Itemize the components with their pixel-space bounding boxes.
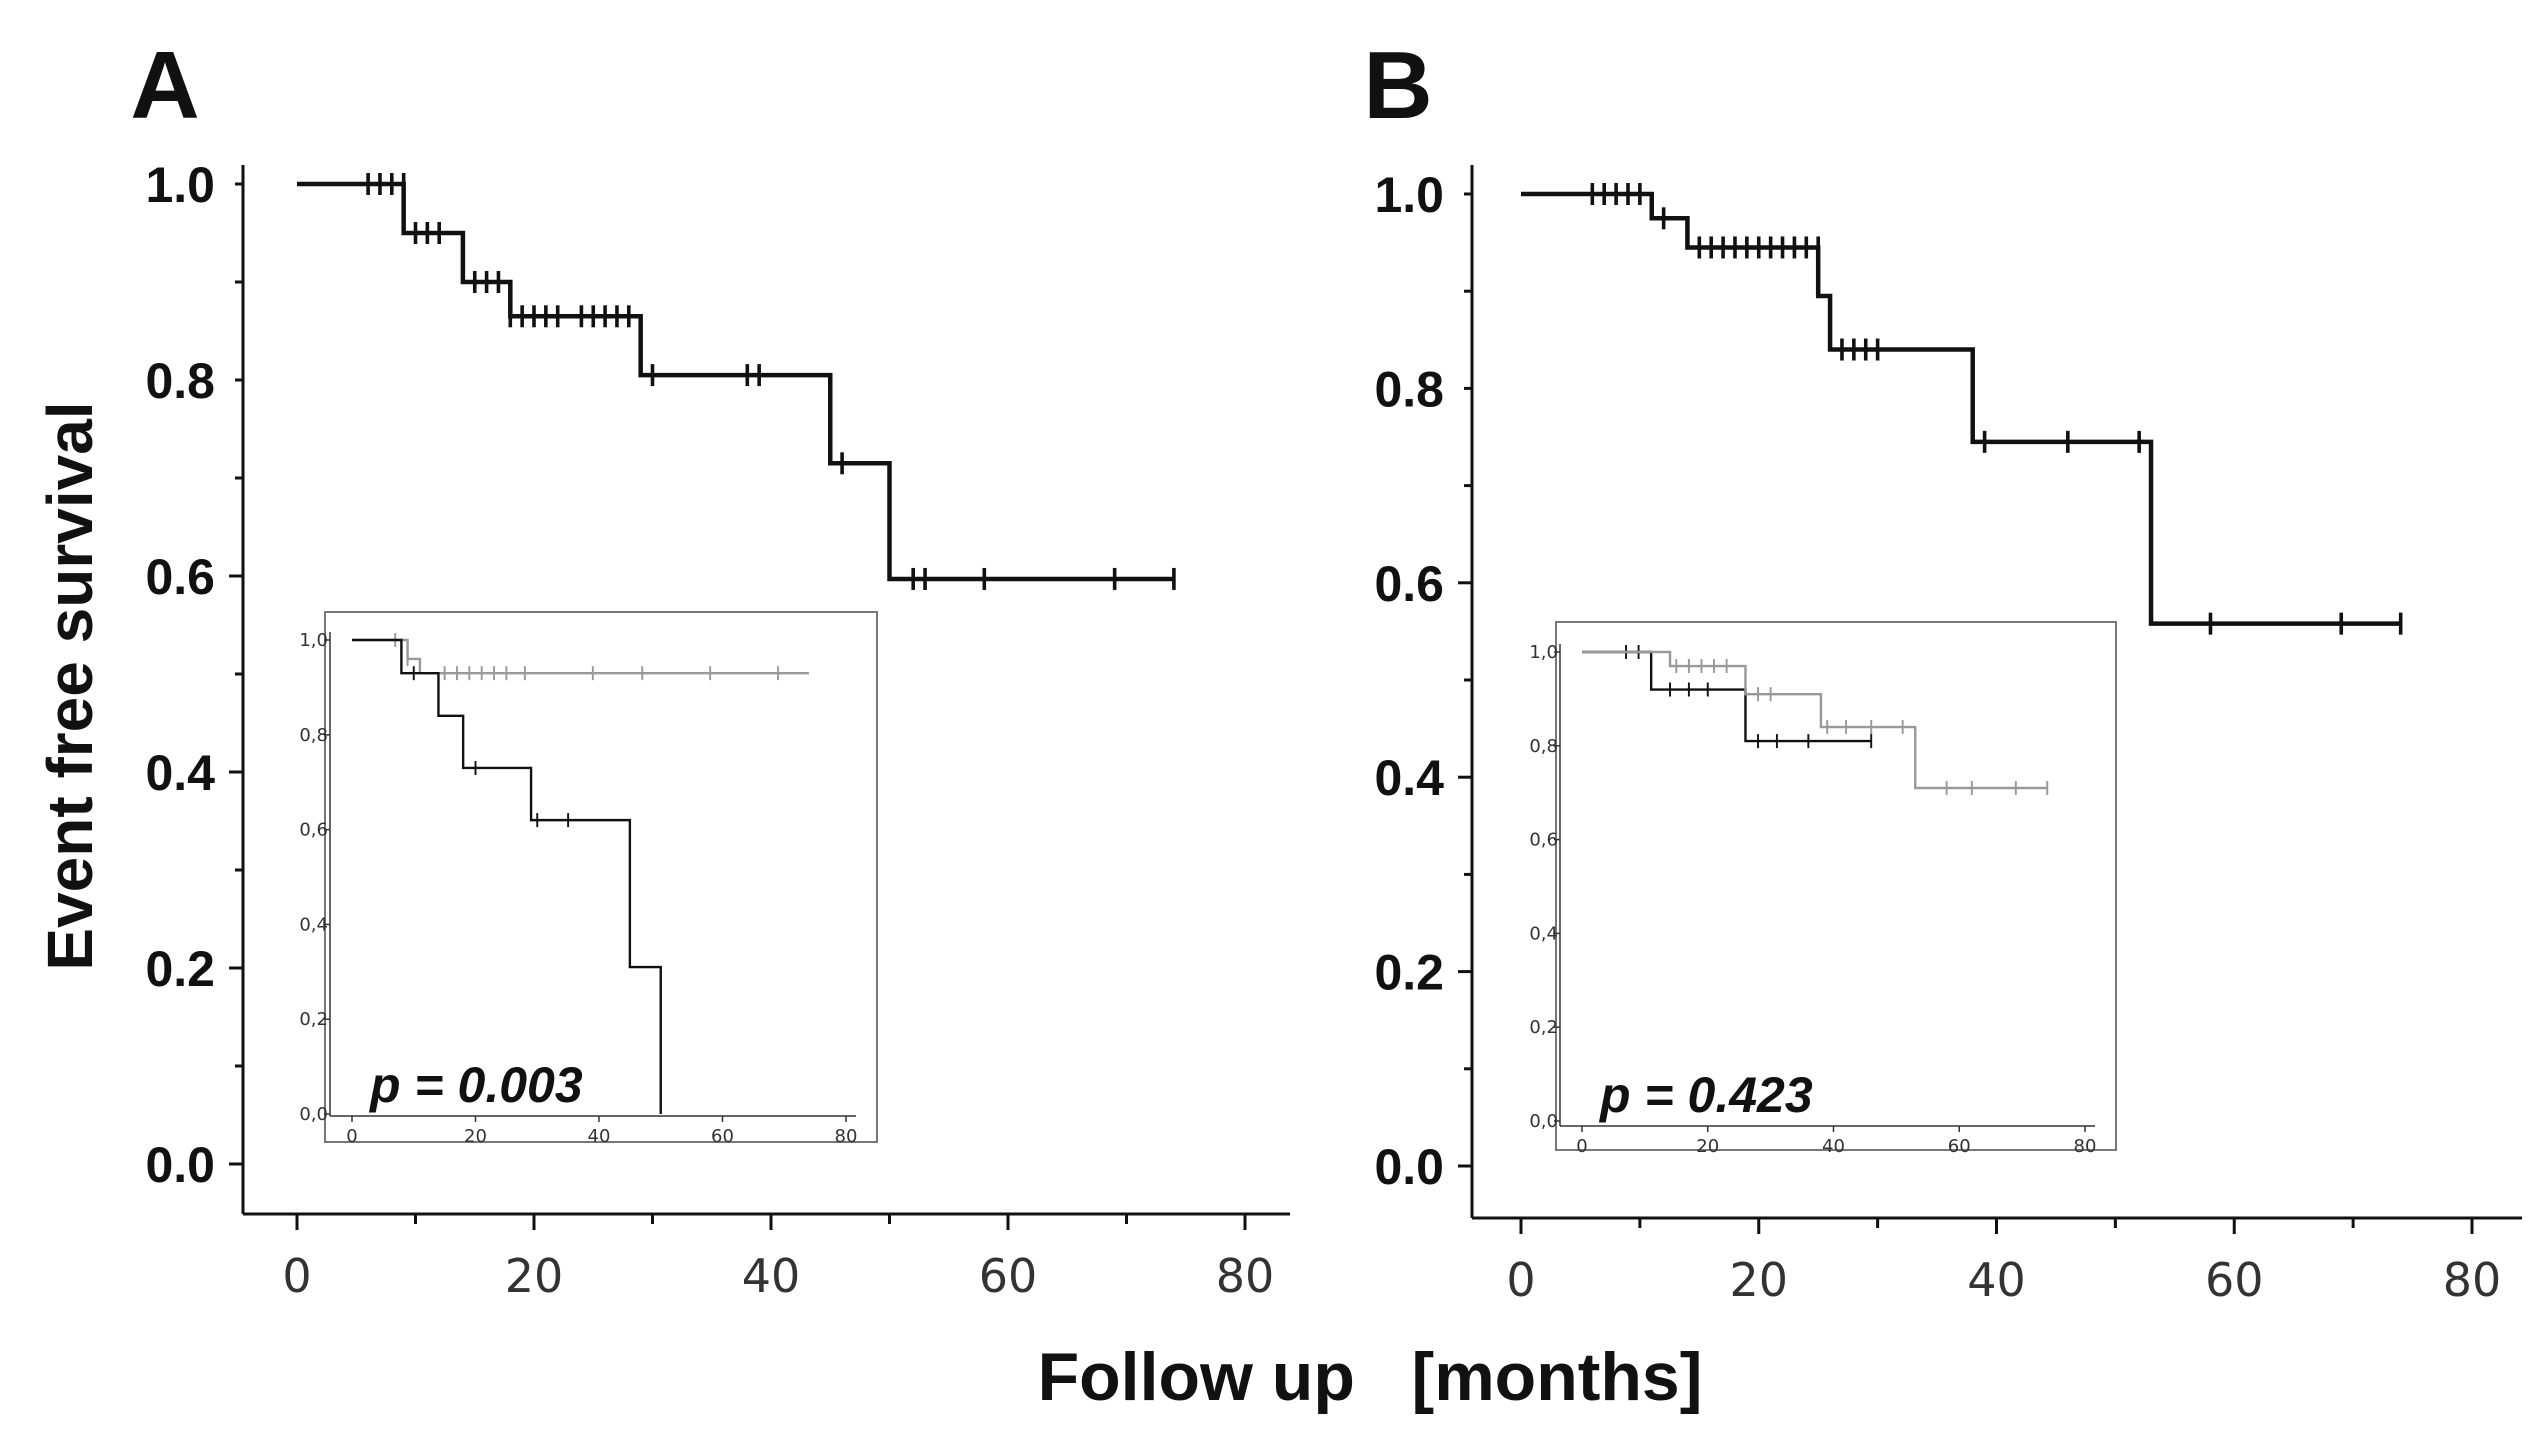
x-tick-label: 80 <box>1216 1249 1275 1303</box>
inset-x-tick-label: 80 <box>835 1126 858 1147</box>
panel-label: A <box>130 32 199 139</box>
inset-x-tick-label: 20 <box>1696 1136 1719 1157</box>
inset-x-tick-label: 0 <box>346 1126 357 1147</box>
p-value-annotation: p = 0.423 <box>1598 1067 1813 1123</box>
panel-a: A 0.0 0.2 0.4 0.6 0.8 1.0 0 20 40 60 80 <box>130 32 1290 1303</box>
km-curve-group-2 <box>352 638 662 1114</box>
panel-b: B 0.0 0.2 0.4 0.6 0.8 1.0 0 20 40 60 80 <box>1363 32 2522 1307</box>
x-tick-label: 20 <box>505 1249 564 1303</box>
y-tick-label: 0.6 <box>1374 556 1444 612</box>
inset-y-tick-label: 0,8 <box>299 725 328 746</box>
y-tick-label: 0.2 <box>145 941 215 997</box>
inset-x-tick-label: 40 <box>588 1126 611 1147</box>
y-tick-label: 0.0 <box>145 1137 215 1193</box>
y-tick-label: 0.4 <box>1374 750 1444 806</box>
x-tick-label: 80 <box>2443 1253 2502 1307</box>
panel-label: B <box>1363 32 1432 139</box>
y-tick-label: 1.0 <box>1374 167 1444 223</box>
inset-y-tick-label: 0,8 <box>1529 736 1558 757</box>
inset-y-tick-label: 0,2 <box>299 1009 328 1030</box>
inset-x-tick-label: 20 <box>464 1126 487 1147</box>
panel-b-inset: 0,0 0,2 0,4 0,6 0,8 1,0 0 20 40 60 80 p = 0.423 <box>1529 621 2117 1157</box>
y-tick-label: 0.2 <box>1374 945 1444 1001</box>
inset-y-tick-label: 0,6 <box>1529 830 1558 851</box>
y-tick-label: 0.4 <box>145 745 215 801</box>
inset-x-tick-label: 80 <box>2074 1136 2097 1157</box>
x-tick-label: 40 <box>1967 1253 2026 1307</box>
x-tick-label: 60 <box>979 1249 1038 1303</box>
inset-y-tick-label: 0,0 <box>299 1104 328 1125</box>
y-tick-label: 0.8 <box>1374 361 1444 417</box>
y-tick-label: 1.0 <box>145 157 215 213</box>
x-tick-label: 0 <box>1506 1253 1535 1307</box>
p-value-annotation: p = 0.003 <box>368 1057 583 1113</box>
y-tick-label: 0.0 <box>1374 1139 1444 1195</box>
x-tick-label: 60 <box>2205 1253 2264 1307</box>
inset-frame <box>1555 621 2117 1151</box>
inset-y-tick-label: 0,2 <box>1529 1017 1558 1038</box>
inset-y-tick-label: 1,0 <box>1529 642 1558 663</box>
inset-y-tick-label: 0,6 <box>299 820 328 841</box>
inset-y-tick-label: 0,0 <box>1529 1111 1558 1132</box>
x-tick-label: 40 <box>742 1249 801 1303</box>
km-curve-group-2 <box>1582 650 2048 790</box>
y-tick-label: 0.6 <box>145 549 215 605</box>
km-curve-overall <box>297 181 1174 582</box>
inset-y-tick-label: 0,4 <box>1529 923 1558 944</box>
inset-x-tick-label: 60 <box>711 1126 734 1147</box>
inset-frame <box>324 611 878 1143</box>
inset-x-tick-label: 40 <box>1822 1136 1845 1157</box>
inset-y-tick-label: 0,4 <box>299 914 328 935</box>
y-axis-label: Event free survival <box>34 401 106 970</box>
inset-x-tick-label: 60 <box>1948 1136 1971 1157</box>
x-axis-label: Follow up [months] <box>1038 1339 1703 1415</box>
inset-y-tick-label: 1,0 <box>299 630 328 651</box>
inset-x-tick-label: 0 <box>1576 1136 1587 1157</box>
x-tick-label: 0 <box>282 1249 311 1303</box>
x-tick-label: 20 <box>1729 1253 1788 1307</box>
y-tick-label: 0.8 <box>145 353 215 409</box>
km-curve-overall <box>1521 191 2401 626</box>
panel-a-inset: 0,0 0,2 0,4 0,6 0,8 1,0 0 20 40 60 80 p = 0.003 <box>299 611 878 1147</box>
